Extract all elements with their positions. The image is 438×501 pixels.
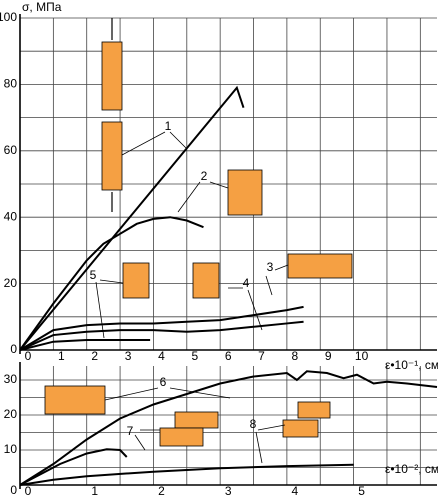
x-tick-label: 2 bbox=[91, 349, 98, 363]
x-tick-label: 4 bbox=[158, 349, 165, 363]
leader bbox=[121, 131, 187, 156]
x-tick-label: 1 bbox=[58, 349, 65, 363]
x-axis-label: ε•10⁻¹, см bbox=[385, 358, 438, 372]
specimen bbox=[282, 419, 319, 438]
curve bbox=[19, 448, 128, 486]
curve-label: 5 bbox=[90, 268, 97, 282]
panel: 0 10 20 30 0 1 2 3 4 5 ε•10⁻², см 6 7 8 bbox=[4, 362, 438, 498]
y-tick-label: 30 bbox=[4, 372, 18, 386]
leader bbox=[104, 387, 231, 401]
x-tick-label: 3 bbox=[125, 349, 132, 363]
curve-label: 6 bbox=[160, 375, 167, 389]
leader bbox=[255, 424, 286, 464]
curve bbox=[19, 216, 204, 351]
y-tick-label: 20 bbox=[4, 276, 18, 290]
x-axis-label: ε•10⁻², см bbox=[385, 462, 438, 476]
curve-label: 3 bbox=[267, 260, 274, 274]
specimens bbox=[44, 18, 353, 447]
x-tick-label: 5 bbox=[191, 349, 198, 363]
y-tick-label: 10 bbox=[4, 442, 18, 456]
x-tick-label: 8 bbox=[292, 349, 299, 363]
x-tick-label: 3 bbox=[225, 484, 232, 498]
y-tick-label: 40 bbox=[4, 209, 18, 223]
curve-label: 7 bbox=[127, 424, 134, 438]
y-tick-label: 100 bbox=[0, 10, 17, 24]
leader bbox=[228, 287, 263, 331]
leader bbox=[95, 279, 124, 339]
specimen bbox=[227, 169, 263, 216]
curve-label: 8 bbox=[250, 417, 257, 431]
x-tick-label: 10 bbox=[355, 349, 369, 363]
leader bbox=[177, 181, 229, 213]
x-tick-label: 0 bbox=[25, 484, 32, 498]
curve bbox=[19, 370, 438, 486]
x-tick-label: 1 bbox=[91, 484, 98, 498]
x-tick-label: 2 bbox=[158, 484, 165, 498]
specimen bbox=[101, 121, 123, 191]
curve bbox=[19, 463, 354, 486]
leaders bbox=[95, 131, 289, 464]
specimen bbox=[122, 262, 150, 299]
curve bbox=[19, 85, 245, 351]
leader bbox=[134, 429, 160, 451]
curve bbox=[19, 320, 304, 351]
specimen bbox=[287, 253, 353, 279]
curve-label: 1 bbox=[165, 119, 172, 133]
y-tick-label: 60 bbox=[4, 143, 18, 157]
y-tick-label: 20 bbox=[4, 407, 18, 421]
x-tick-label: 6 bbox=[225, 349, 232, 363]
y-tick-label: 80 bbox=[4, 77, 18, 91]
y-axis-label: σ, МПа bbox=[22, 0, 62, 14]
x-tick-label: 7 bbox=[258, 349, 265, 363]
specimen bbox=[44, 385, 106, 415]
specimen bbox=[297, 401, 331, 419]
y-tick-label: 0 bbox=[10, 342, 17, 356]
specimen bbox=[101, 41, 123, 111]
y-tick-label: 0 bbox=[10, 483, 17, 497]
curve bbox=[19, 339, 151, 351]
curve-label: 2 bbox=[201, 169, 208, 183]
x-tick-label: 9 bbox=[325, 349, 332, 363]
x-tick-label: 0 bbox=[25, 349, 32, 363]
x-tick-label: 4 bbox=[292, 484, 299, 498]
specimen bbox=[159, 427, 204, 447]
specimen bbox=[192, 262, 220, 299]
specimen bbox=[174, 411, 219, 429]
leader bbox=[265, 264, 289, 296]
panel: 0 20 40 60 80 100 0 1 2 3 4 5 6 7 8 9 10 σ, МПа ε•10⁻¹, см… bbox=[0, 0, 438, 372]
x-tick-label: 5 bbox=[358, 484, 365, 498]
curve-label: 4 bbox=[243, 276, 250, 290]
curve bbox=[19, 305, 304, 351]
